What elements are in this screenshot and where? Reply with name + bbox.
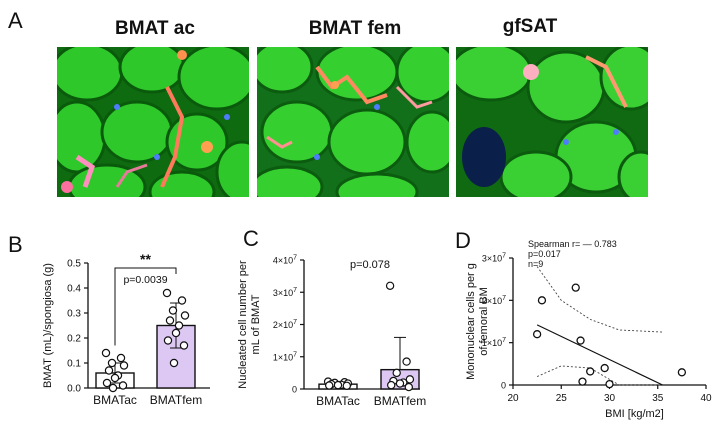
panel-a-letter: A bbox=[8, 8, 23, 33]
data-point-d bbox=[571, 283, 580, 292]
panel-b-letter: B bbox=[8, 232, 23, 257]
stats-line-d: Spearman r= — 0.783 bbox=[528, 239, 617, 249]
data-point-b bbox=[119, 361, 129, 370]
data-point-b bbox=[110, 373, 120, 383]
y-tick-label-d: 3×107 bbox=[482, 253, 506, 264]
data-point-d bbox=[537, 296, 547, 305]
y-axis-label-c-line2: mL of BMAT bbox=[250, 294, 262, 354]
y-tick-label-c: 0 bbox=[292, 385, 297, 395]
significance-bracket-b bbox=[114, 267, 177, 346]
data-point-b bbox=[108, 383, 118, 393]
y-tick-label-b: 0.5 bbox=[67, 259, 81, 270]
data-point-c bbox=[402, 357, 411, 366]
data-point-c bbox=[385, 281, 395, 290]
panel-d-letter: D bbox=[455, 228, 471, 253]
y-tick-label-c: 4×107 bbox=[273, 255, 297, 266]
data-point-d bbox=[576, 336, 585, 345]
data-point-b bbox=[169, 358, 179, 368]
data-point-b bbox=[174, 321, 184, 330]
x-tick-label-b: BMATac bbox=[93, 393, 137, 407]
y-tick-label-b: 0.2 bbox=[67, 334, 81, 345]
data-point-b bbox=[177, 296, 187, 305]
chart-panel-d: 0 1×107 2×107 3×107 20 25 30 35 40 Spearman r= — … bbox=[465, 239, 712, 420]
data-point-b bbox=[101, 348, 111, 358]
p-value-b: p=0.0039 bbox=[123, 274, 167, 286]
y-axis-label-d-line1: Mononuclear cells per g bbox=[465, 263, 477, 380]
y-tick-label-c: 3×107 bbox=[273, 287, 297, 298]
data-point-c bbox=[395, 379, 405, 388]
data-point-c bbox=[325, 381, 334, 390]
chart-panel-c: 0 1×107 2×107 3×107 4×107 BMATac BMATfem p=0.07… bbox=[237, 255, 426, 409]
data-point-b bbox=[104, 366, 114, 375]
x-tick-label-c: BMATfem bbox=[374, 394, 426, 408]
y-tick-label-d: 2×107 bbox=[482, 295, 506, 306]
ci-lower-line-d bbox=[536, 365, 663, 386]
y-axis-label-c-line1: Nucleated cell number per bbox=[237, 260, 249, 389]
data-point-d bbox=[677, 368, 687, 377]
microscopy-image-bmat-ac bbox=[57, 47, 249, 197]
data-point-d bbox=[605, 380, 614, 389]
p-value-c: p=0.078 bbox=[350, 259, 390, 271]
x-axis-label-d: BMI [kg/m2] bbox=[605, 408, 664, 420]
x-tick-label-d: 20 bbox=[507, 393, 519, 404]
panel-c-letter: C bbox=[243, 226, 259, 251]
y-axis-label-b: BMAT (mL)/spongiosa (g) bbox=[42, 263, 54, 388]
data-point-c bbox=[387, 380, 396, 390]
y-tick-label-c: 2×107 bbox=[273, 319, 297, 330]
data-point-b bbox=[102, 378, 112, 388]
data-point-c bbox=[404, 382, 413, 392]
data-point-b bbox=[107, 358, 117, 368]
data-point-b bbox=[179, 341, 189, 350]
y-tick-label-d: 0 bbox=[501, 381, 506, 391]
data-point-b bbox=[118, 381, 128, 390]
image-title-bmat-fem: BMAT fem bbox=[308, 18, 402, 39]
data-point-d bbox=[600, 363, 609, 373]
data-point-d bbox=[532, 330, 542, 339]
y-tick-label-d: 1×107 bbox=[482, 337, 506, 348]
y-axis-label-d-line2: of femoral BM bbox=[478, 287, 490, 355]
y-tick-label-b: 0.3 bbox=[67, 309, 81, 320]
microscopy-image-gfsat bbox=[456, 47, 648, 197]
x-tick-label-d: 40 bbox=[700, 393, 712, 404]
x-tick-label-d: 30 bbox=[604, 393, 616, 404]
data-point-d bbox=[578, 377, 587, 386]
y-tick-label-b: 0.0 bbox=[67, 384, 81, 395]
image-title-bmat-ac: BMAT ac bbox=[115, 18, 195, 39]
stats-line-d: n=9 bbox=[528, 259, 543, 269]
y-tick-label-c: 1×107 bbox=[273, 351, 297, 362]
x-tick-label-d: 25 bbox=[556, 393, 568, 404]
data-point-b bbox=[116, 353, 126, 363]
data-point-b bbox=[162, 288, 172, 298]
y-tick-label-b: 0.4 bbox=[67, 284, 81, 295]
significance-stars-b: ** bbox=[140, 251, 151, 267]
data-point-b bbox=[165, 316, 175, 325]
chart-panel-b: 0.0 0.1 0.2 0.3 0.4 0.5 BMATac BMATfem ** p=0.003… bbox=[42, 251, 210, 407]
stats-line-d: p=0.017 bbox=[528, 249, 561, 259]
data-point-c bbox=[392, 368, 401, 378]
y-tick-label-b: 0.1 bbox=[67, 359, 81, 370]
data-point-c bbox=[342, 381, 351, 390]
x-tick-label-c: BMATac bbox=[316, 394, 360, 408]
data-point-b bbox=[180, 311, 190, 320]
image-title-gfsat: gfSAT bbox=[502, 16, 558, 37]
data-point-b bbox=[168, 306, 178, 315]
x-tick-label-b: BMATfem bbox=[150, 393, 202, 407]
data-point-b bbox=[171, 328, 181, 338]
data-point-b bbox=[163, 336, 173, 345]
ci-upper-line-d bbox=[536, 266, 663, 333]
data-point-c bbox=[405, 375, 415, 384]
regression-line-d bbox=[536, 324, 663, 386]
microscopy-image-bmat-fem bbox=[257, 47, 449, 197]
x-tick-label-d: 35 bbox=[652, 393, 664, 404]
data-point-d bbox=[586, 367, 595, 376]
data-point-c bbox=[333, 380, 343, 390]
